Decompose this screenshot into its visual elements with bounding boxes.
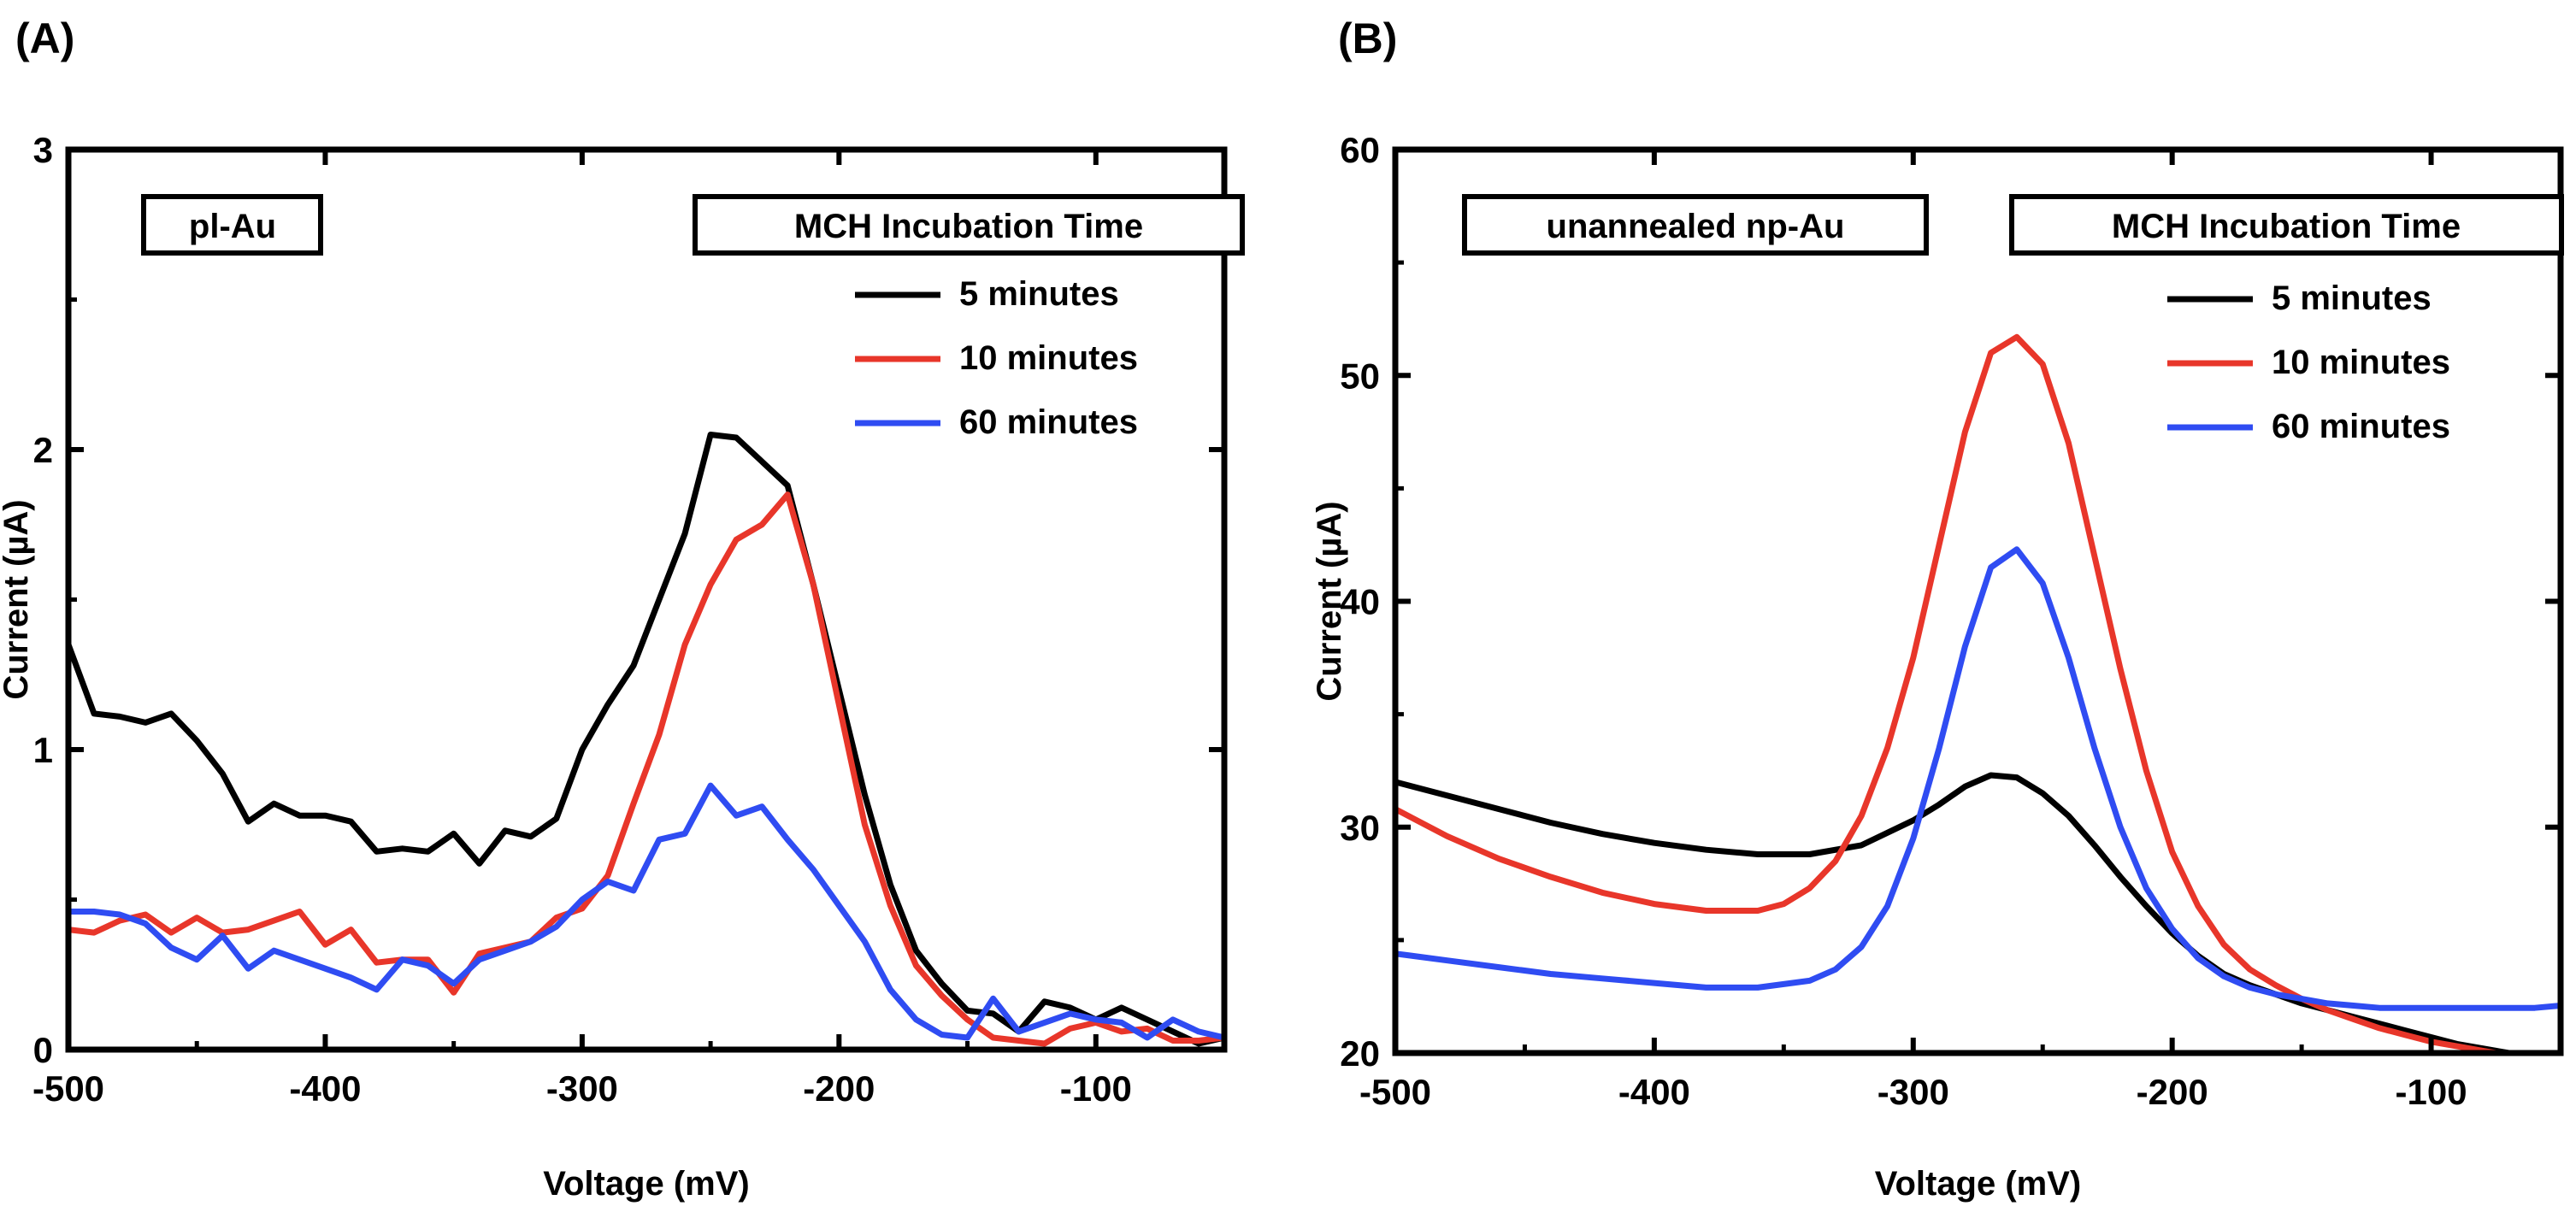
panel-b-x-tick-label: -100 [2396,1072,2467,1112]
panel-a-x-tick-label: -500 [32,1068,104,1109]
panel-b-x-tick-label: -400 [1618,1072,1690,1112]
panel-b-inset-frame [1462,194,1929,256]
panel-b-legend-title-frame [2009,194,2564,256]
panel-a-series-line-60-minutes [68,782,1224,1041]
panel-a-y-axis-label: Current (µA) [0,499,35,699]
panel-b-legend-entry: 60 minutes [2272,408,2450,445]
panel-b-y-tick-label: 60 [1340,130,1380,170]
panel-b-legend-title-box: MCH Incubation Time [2009,194,2564,256]
panel-b-legend-title: MCH Incubation Time [2112,208,2461,245]
panel-b-label: (B) [1338,15,1397,62]
panel-b-y-tick-label: 50 [1340,356,1380,396]
panel-a-legend-title-box: MCH Incubation Time [693,194,1245,256]
panel-b-x-tick-label: -200 [2137,1072,2208,1112]
panel-b-y-tick-label: 30 [1340,808,1380,848]
panel-a-inset-box: pl-Au [141,194,323,256]
panel-b-x-tick-label: -500 [1359,1072,1431,1112]
panel-b-legend-entry: 10 minutes [2272,344,2450,381]
panel-b-series-line-60-minutes [1395,546,2561,1011]
panel-a-x-axis-label: Voltage (mV) [543,1165,750,1203]
panel-a-plot: -500 -400 -300 -200 -100 0 1 2 3 Voltage (mV) Curr… [0,130,1228,1203]
panel-b-y-axis-label: Current (µA) [1311,501,1348,701]
panel-b-legend-entry: 5 minutes [2272,279,2432,317]
panel-b-plot: -500 -400 -300 -200 -100 20 30 40 50 60 Voltage (m… [1311,130,2564,1203]
panel-b-x-tick-label: -300 [1877,1072,1949,1112]
panel-a-x-tick-label: -100 [1060,1068,1132,1109]
panel-a-y-tick-label: 0 [33,1030,53,1070]
panel-a-y-tick-label: 1 [33,730,53,770]
panel-a-y-tick-label: 3 [33,130,53,170]
panel-a-inset-label: pl-Au [189,208,276,245]
panel-b-series-line-10-minutes [1395,333,2511,1053]
panel-a-series-line-10-minutes [68,491,1224,1047]
panel-a-legend-entry: 10 minutes [959,339,1138,377]
panel-b-y-tick-label: 40 [1340,582,1380,622]
panel-a-legend-entry: 60 minutes [959,403,1138,441]
panel-b-y-tick-label: 20 [1340,1033,1380,1074]
panel-b-inset-label: unannealed np-Au [1547,208,1845,245]
panel-a-legend-entry: 5 minutes [959,275,1119,313]
panel-a-y-tick-label: 2 [33,430,53,470]
panel-a-series-line-5-minutes [68,432,1224,1047]
panel-a-legend-title: MCH Incubation Time [794,208,1143,245]
panel-b-x-axis-label: Voltage (mV) [1875,1165,2082,1203]
panel-a-x-tick-label: -300 [546,1068,618,1109]
panel-b-series-line-5-minutes [1395,772,2512,1053]
panel-a-label: (A) [15,15,74,62]
panel-a-legend-title-frame [693,194,1245,256]
panel-a-inset-frame [141,194,323,256]
panel-a: (A) -500 -400 -300 -200 -100 0 1 2 3 Voltage (mV)… [0,15,1245,1203]
panel-a-x-tick-label: -200 [803,1068,875,1109]
panel-a-x-tick-label: -400 [289,1068,361,1109]
panel-b: (B) -500 -400 -300 -200 -100 20 30 40 50 60 Voltag… [1311,15,2564,1203]
panel-b-inset-box: unannealed np-Au [1462,194,1929,256]
